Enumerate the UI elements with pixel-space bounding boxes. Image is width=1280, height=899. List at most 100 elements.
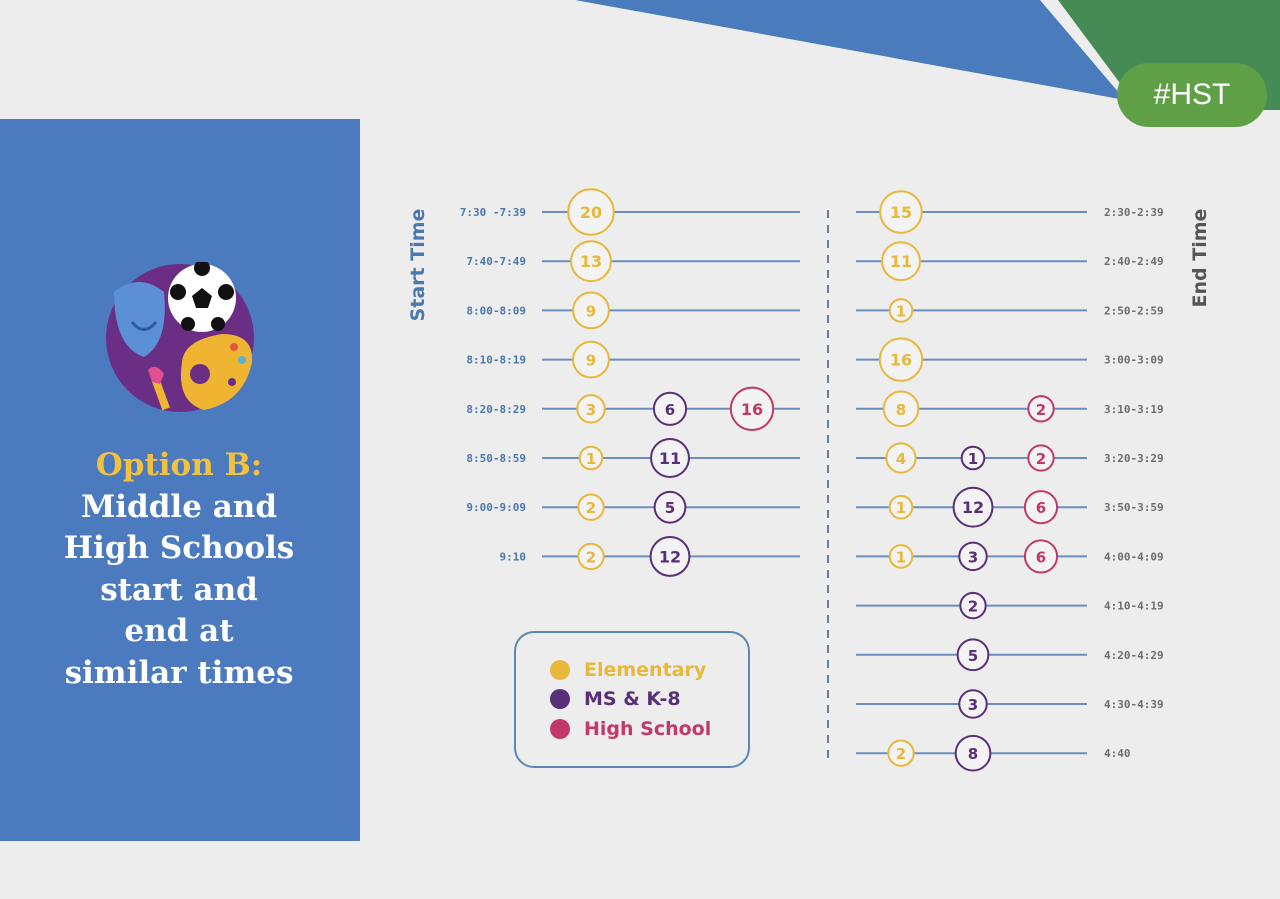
time-row: 8:10-8:19 9: [466, 340, 800, 379]
time-row: 7:30 -7:39 20: [460, 188, 800, 236]
count-circle-elementary: [576, 394, 606, 424]
count-circle-elementary: [882, 390, 920, 428]
count-label-ms_k8: 1: [968, 450, 978, 468]
count-label-high_school: 2: [1036, 401, 1046, 419]
count-circle-ms_k8: [653, 490, 687, 524]
paintbrush-icon: [148, 366, 170, 411]
legend-label: Elementary: [584, 658, 707, 681]
time-row: 8:00-8:09 9: [466, 291, 800, 330]
count-circle-elementary: [567, 188, 615, 236]
blue-banner-shape: [575, 0, 1125, 100]
count-label-ms_k8: 5: [968, 647, 978, 665]
count-label-ms_k8: 11: [659, 449, 681, 468]
time-label: 3:10-3:19: [1104, 403, 1164, 416]
title-line: Middle and: [80, 488, 278, 525]
count-circle-elementary: [888, 544, 914, 569]
legend-swatch: [550, 718, 570, 739]
count-circle-ms_k8: [952, 486, 994, 528]
time-label: 3:20-3:29: [1104, 452, 1164, 465]
count-label-elementary: 4: [896, 450, 906, 468]
count-label-ms_k8: 6: [665, 401, 675, 419]
count-circle-high_school: [1023, 490, 1059, 525]
time-label: 4:20-4:29: [1104, 649, 1164, 662]
count-label-elementary: 1: [896, 499, 906, 517]
time-row: 2:40-2:49 11: [856, 241, 1164, 282]
count-label-elementary: 15: [890, 203, 912, 222]
count-circle-elementary: [570, 240, 612, 283]
count-circle-ms_k8: [649, 535, 691, 577]
time-row: 4:30-4:39 3: [856, 689, 1164, 719]
title-line: start and: [100, 571, 258, 608]
count-circle-ms_k8: [958, 689, 988, 719]
time-row: 3:00-3:09 16: [856, 337, 1164, 382]
count-label-elementary: 1: [586, 450, 596, 468]
count-label-elementary: 13: [580, 252, 602, 271]
legend-label: MS & K-8: [584, 688, 681, 711]
time-label: 2:50-2:59: [1104, 304, 1164, 317]
legend-swatch: [550, 659, 570, 680]
count-circle-ms_k8: [958, 541, 988, 572]
time-row: 3:10-3:19 8 2: [856, 390, 1164, 428]
legend: Elementary MS & K-8 High School: [514, 631, 750, 768]
time-label: 3:50-3:59: [1104, 501, 1164, 514]
time-row: 3:20-3:29 4 1 2: [856, 442, 1164, 474]
count-label-elementary: 2: [586, 548, 596, 566]
time-row: 3:50-3:59 1 12 6: [856, 486, 1164, 528]
legend-swatch: [550, 689, 570, 710]
time-row: 8:50-8:59 1 11: [466, 438, 800, 478]
count-circle-elementary: [878, 337, 924, 382]
time-row: 4:20-4:29 5: [856, 638, 1164, 672]
count-label-elementary: 2: [896, 745, 906, 763]
count-label-elementary: 16: [890, 351, 912, 370]
time-row: 2:30-2:39 15: [856, 190, 1164, 234]
option-label: Option B:: [95, 447, 263, 483]
time-label: 2:40-2:49: [1104, 255, 1164, 268]
count-circle-elementary: [578, 445, 604, 471]
legend-item-high-school: High School: [550, 714, 748, 744]
side-panel: [0, 119, 360, 841]
count-circle-high_school: [1027, 395, 1055, 423]
count-circle-ms_k8: [956, 638, 990, 672]
time-row: 4:10-4:19 2: [856, 591, 1164, 620]
count-label-elementary: 8: [896, 401, 906, 419]
count-circle-elementary: [572, 291, 610, 330]
count-label-elementary: 20: [580, 203, 602, 222]
count-label-elementary: 9: [586, 352, 596, 370]
count-circle-elementary: [577, 493, 605, 521]
time-label: 9:00-9:09: [466, 501, 526, 514]
count-label-ms_k8: 12: [962, 498, 984, 517]
legend-item-ms-k8: MS & K-8: [550, 685, 748, 715]
count-circle-ms_k8: [954, 734, 992, 772]
time-label: 7:30 -7:39: [460, 206, 526, 219]
time-label: 2:30-2:39: [1104, 206, 1164, 219]
count-circle-high_school: [1023, 539, 1059, 574]
time-label: 4:30-4:39: [1104, 698, 1164, 711]
time-label: 8:20-8:29: [466, 403, 526, 416]
count-circle-elementary: [887, 739, 915, 767]
count-label-elementary: 3: [586, 401, 596, 419]
start-time-panel: Start Time 7:30 -7:39 207:40-7:49 138:00-8:…: [407, 188, 800, 577]
count-label-high_school: 2: [1036, 450, 1046, 468]
count-circle-ms_k8: [960, 445, 986, 471]
axis-label: Start Time: [407, 209, 429, 322]
count-circle-elementary: [879, 190, 923, 234]
time-label: 7:40-7:49: [466, 255, 526, 268]
paint-palette-icon: [180, 334, 253, 410]
count-label-ms_k8: 3: [968, 696, 978, 714]
axis-label: End Time: [1189, 209, 1211, 308]
time-label: 8:00-8:09: [466, 304, 526, 317]
count-circle-elementary: [888, 298, 914, 323]
count-label-elementary: 1: [896, 302, 906, 320]
count-label-elementary: 11: [890, 252, 912, 271]
soccer-ball-icon: [168, 262, 236, 332]
end-time-panel: End Time2:30-2:39152:40-2:49112:50-2:591…: [856, 190, 1211, 772]
count-circle-ms_k8: [959, 591, 987, 620]
hashtag-badge: #HST: [1117, 63, 1267, 127]
count-label-ms_k8: 8: [968, 745, 978, 763]
count-circle-high_school: [1027, 444, 1055, 472]
time-label: 3:00-3:09: [1104, 354, 1164, 367]
count-label-high_school: 16: [741, 400, 763, 419]
count-circle-high_school: [729, 386, 775, 431]
time-row: 9:00-9:09 2 5: [466, 490, 800, 524]
title-line: similar times: [64, 654, 294, 691]
